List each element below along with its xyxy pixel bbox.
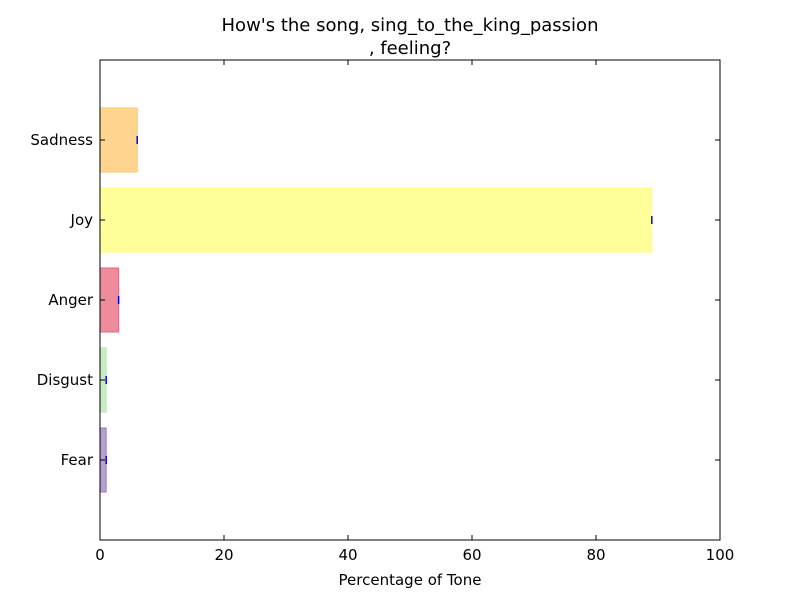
y-tick-label-sadness: Sadness bbox=[30, 131, 93, 149]
x-axis-label: Percentage of Tone bbox=[339, 571, 482, 589]
x-tick-label: 60 bbox=[462, 546, 481, 564]
x-tick-label: 0 bbox=[95, 546, 105, 564]
bar-joy bbox=[99, 187, 653, 253]
bars-group bbox=[99, 107, 653, 493]
x-tick-label: 20 bbox=[214, 546, 233, 564]
x-tick-label: 80 bbox=[586, 546, 605, 564]
value-markers-group bbox=[105, 136, 653, 464]
x-axis-ticks: 0 20 40 60 80 100 bbox=[95, 60, 734, 564]
y-tick-label-fear: Fear bbox=[61, 451, 94, 469]
chart-title-line1: How's the song, sing_to_the_king_passion bbox=[222, 15, 599, 36]
chart-title-line2: , feeling? bbox=[369, 38, 451, 59]
y-axis-ticks: Fear Disgust Anger Joy Sadness bbox=[30, 131, 720, 469]
y-tick-label-disgust: Disgust bbox=[37, 371, 93, 389]
y-tick-label-anger: Anger bbox=[48, 291, 94, 309]
y-tick-label-joy: Joy bbox=[70, 211, 94, 229]
bar-sadness bbox=[99, 107, 138, 173]
x-tick-label: 40 bbox=[338, 546, 357, 564]
plot-frame bbox=[99, 59, 721, 541]
x-tick-label: 100 bbox=[706, 546, 735, 564]
